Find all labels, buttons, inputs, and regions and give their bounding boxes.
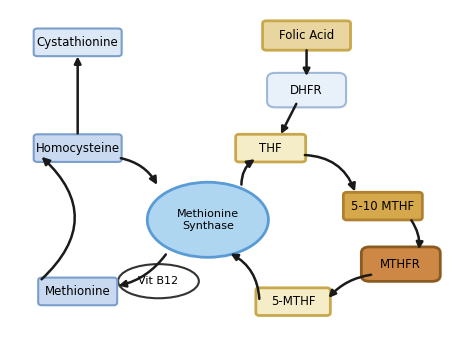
FancyBboxPatch shape — [34, 134, 122, 162]
Text: THF: THF — [259, 142, 282, 154]
Ellipse shape — [147, 182, 268, 257]
Text: Vit B12: Vit B12 — [138, 276, 179, 286]
FancyBboxPatch shape — [343, 192, 422, 220]
Ellipse shape — [118, 264, 199, 298]
FancyBboxPatch shape — [361, 247, 440, 281]
Text: Methionine
Synthase: Methionine Synthase — [177, 209, 239, 230]
Text: 5-10 MTHF: 5-10 MTHF — [351, 200, 414, 213]
FancyBboxPatch shape — [236, 134, 306, 162]
Text: 5-MTHF: 5-MTHF — [271, 295, 315, 308]
FancyBboxPatch shape — [34, 29, 122, 56]
Text: Homocysteine: Homocysteine — [36, 142, 120, 154]
FancyBboxPatch shape — [38, 278, 117, 305]
FancyBboxPatch shape — [263, 21, 351, 50]
FancyBboxPatch shape — [267, 73, 346, 107]
Text: Methionine: Methionine — [45, 285, 110, 298]
Text: Cystathionine: Cystathionine — [37, 36, 118, 49]
Text: DHFR: DHFR — [290, 84, 323, 97]
Text: Folic Acid: Folic Acid — [279, 29, 334, 42]
FancyBboxPatch shape — [256, 288, 330, 315]
Text: MTHFR: MTHFR — [380, 258, 421, 271]
